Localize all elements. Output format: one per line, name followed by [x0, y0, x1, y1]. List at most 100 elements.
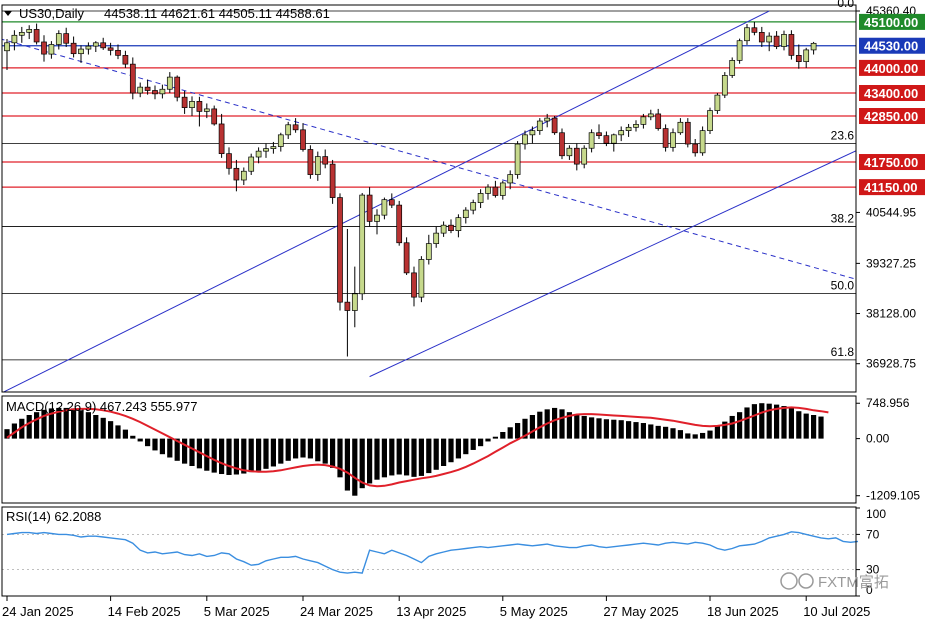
fib-label: 61.8 [831, 345, 855, 359]
macd-histogram-bar [396, 438, 402, 475]
candle-bear [329, 163, 336, 198]
macd-histogram-bar [433, 438, 439, 470]
price-tick-label: 38128.00 [866, 307, 916, 321]
macd-histogram-bar [182, 438, 188, 464]
macd-histogram-bar [174, 438, 180, 461]
macd-histogram-bar [803, 413, 809, 439]
watermark-text: FXTM富拓 [818, 573, 889, 591]
dropdown-triangle-icon[interactable] [4, 11, 12, 16]
macd-histogram-bar [233, 438, 239, 475]
candle-bull [78, 48, 84, 55]
macd-histogram-bar [344, 438, 350, 491]
macd-histogram-bar [315, 438, 321, 462]
rsi-line [6, 531, 859, 574]
candle-bear [226, 153, 232, 169]
rsi-tick-label: 0 [866, 583, 873, 597]
price-tick-label: 40544.95 [866, 205, 916, 219]
macd-histogram-bar [189, 438, 195, 466]
symbol-timeframe: US30,Daily [19, 6, 85, 21]
macd-histogram-bar [100, 417, 106, 439]
macd-histogram-bar [529, 415, 535, 439]
candle-bull [536, 120, 543, 132]
fib-label: 38.2 [831, 211, 855, 225]
macd-histogram-bar [603, 419, 609, 439]
candle-bull [263, 148, 269, 152]
macd-histogram-bar [426, 438, 432, 474]
macd-histogram-bar [48, 408, 54, 439]
macd-histogram-bar [352, 438, 358, 496]
macd-histogram-bar [389, 438, 395, 476]
macd-title: MACD(12,26,9) 467.243 555.977 [6, 399, 198, 414]
candle-bull [418, 259, 425, 298]
candle-bear [344, 301, 351, 311]
macd-histogram-bar [811, 415, 817, 439]
candle-bull [588, 132, 595, 149]
macd-signal-line [6, 406, 829, 488]
macd-histogram-bar [78, 410, 84, 439]
candle-bull [514, 143, 521, 175]
x-tick-label: 27 May 2025 [603, 604, 678, 619]
candle-bull [610, 134, 617, 144]
price-plot-area [2, 10, 856, 392]
macd-histogram-bar [248, 438, 254, 473]
candle-bear [107, 47, 114, 51]
candle-bull [766, 35, 773, 43]
rsi-panel[interactable]: RSI(14) 62.2088 100 70 30 0 [2, 507, 886, 597]
macd-histogram-bar [278, 438, 284, 464]
candle-bull [270, 146, 277, 149]
candle-bear [551, 117, 558, 134]
macd-histogram-bar [537, 411, 543, 439]
candle-bear [174, 76, 181, 98]
macd-histogram-bar [796, 411, 802, 439]
macd-histogram-bar [492, 436, 498, 439]
price-panel[interactable]: 0.023.638.250.061.845360.4040544.9539327… [0, 0, 936, 405]
trendline-resistance-dashed [2, 38, 856, 280]
candle-bull [55, 33, 62, 45]
level-tag-label: 44000.00 [864, 61, 918, 76]
candle-bull [647, 113, 654, 118]
candle-bear [292, 124, 299, 131]
trendline-channel-lower [369, 150, 856, 378]
watermark-logo-icon [780, 572, 798, 590]
macd-tick-label: -1209.105 [866, 489, 920, 503]
macd-histogram-bar [367, 438, 373, 484]
watermark: FXTM富拓 [780, 572, 889, 591]
rsi-tick-label: 100 [866, 507, 886, 521]
macd-histogram-bar [559, 409, 565, 439]
candle-bull [255, 150, 262, 158]
macd-histogram-bar [692, 434, 698, 439]
macd-histogram-bar [722, 421, 728, 439]
macd-histogram-bar [744, 407, 750, 439]
macd-panel[interactable]: MACD(12,26,9) 467.243 555.977 748.956 0.00… [4, 396, 920, 503]
x-tick-label: 24 Jan 2025 [2, 604, 74, 619]
candle-bear [144, 86, 151, 91]
macd-histogram-bar [115, 425, 121, 439]
macd-histogram-bar [256, 438, 262, 471]
candle-bull [4, 42, 10, 52]
rsi-tick-label: 30 [866, 563, 880, 577]
macd-histogram-bar [418, 438, 424, 476]
macd-histogram-bar [552, 407, 558, 439]
level-tag-label: 42850.00 [864, 109, 918, 124]
candle-bull [159, 88, 166, 95]
candle-bull [744, 27, 750, 42]
macd-histogram-bar [515, 423, 521, 439]
candle-bull [803, 49, 810, 62]
level-tag-label: 41150.00 [864, 180, 918, 195]
candle-bear [196, 101, 203, 112]
macd-histogram-bar [85, 412, 91, 439]
candle-bull [729, 60, 736, 76]
macd-histogram-bar [655, 425, 661, 439]
macd-histogram-bar [596, 418, 602, 439]
candle-bear [388, 199, 395, 206]
macd-histogram-bar [130, 435, 136, 439]
candle-bull [477, 193, 484, 203]
candle-bull [625, 126, 632, 132]
candle-bear [492, 186, 499, 196]
candle-bull [18, 32, 25, 36]
macd-histogram-bar [19, 418, 25, 439]
macd-histogram-bar [11, 423, 17, 439]
level-tag [859, 13, 925, 30]
macd-histogram-bar [293, 438, 299, 459]
